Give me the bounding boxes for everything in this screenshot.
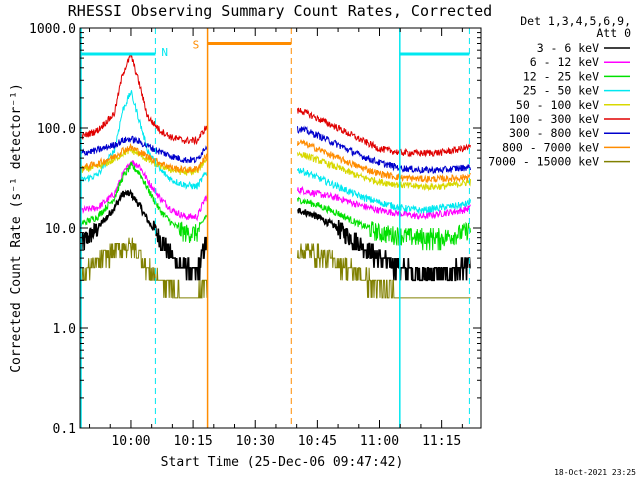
y-tick-label: 1.0 (53, 322, 76, 337)
saa-label: S (193, 38, 200, 51)
series-line-6 (80, 125, 471, 174)
y-tick-label: 1000.0 (29, 22, 76, 37)
y-tick-label: 100.0 (37, 122, 76, 137)
legend-label-1: 6 - 12 keV (530, 55, 599, 69)
x-tick-label: 10:45 (298, 434, 337, 449)
data-layer (80, 53, 471, 299)
legend-label-7: 800 - 7000 keV (502, 140, 599, 154)
legend-label-5: 100 - 300 keV (509, 112, 599, 126)
x-tick-label: 10:30 (236, 434, 275, 449)
axes: 1000.0 100.0 10.0 1.0 0.1 10:00 10:15 10:30 10:4… (29, 22, 481, 449)
series-line-5 (80, 53, 471, 158)
series-line-7 (80, 139, 471, 184)
legend-label-3: 25 - 50 keV (523, 84, 599, 98)
x-tick-label: 10:15 (174, 434, 213, 449)
series-line-0 (80, 188, 471, 282)
legend-label-2: 12 - 25 keV (523, 69, 599, 83)
y-tick-label: 10.0 (45, 222, 76, 237)
series-line-2 (80, 161, 471, 251)
legend-label-4: 50 - 100 keV (516, 98, 599, 112)
series-line-1 (80, 160, 471, 222)
legend-label-6: 300 - 800 keV (509, 126, 599, 140)
x-axis-label: Start Time (25-Dec-06 09:47:42) (161, 455, 404, 470)
orbit-markers: NS (80, 28, 470, 428)
legend-header-attenuator: Att 0 (596, 26, 631, 40)
x-tick-label: 11:00 (360, 434, 399, 449)
legend-header-detectors: Det 1,3,4,5,6,9, (520, 14, 631, 28)
chart-title: RHESSI Observing Summary Count Rates, Co… (68, 2, 492, 20)
x-tick-label: 11:15 (422, 434, 461, 449)
series-line-8 (81, 237, 471, 299)
legend-label-8: 7000 - 15000 keV (488, 155, 599, 169)
footer-timestamp: 18-Oct-2021 23:25 (554, 468, 636, 477)
x-tick-label: 10:00 (111, 434, 150, 449)
y-axis-label: Corrected Count Rate (s⁻¹ detector⁻¹) (9, 83, 24, 373)
y-tick-label: 0.1 (53, 422, 76, 437)
legend-label-0: 3 - 6 keV (537, 41, 599, 55)
night-label: N (161, 46, 168, 59)
